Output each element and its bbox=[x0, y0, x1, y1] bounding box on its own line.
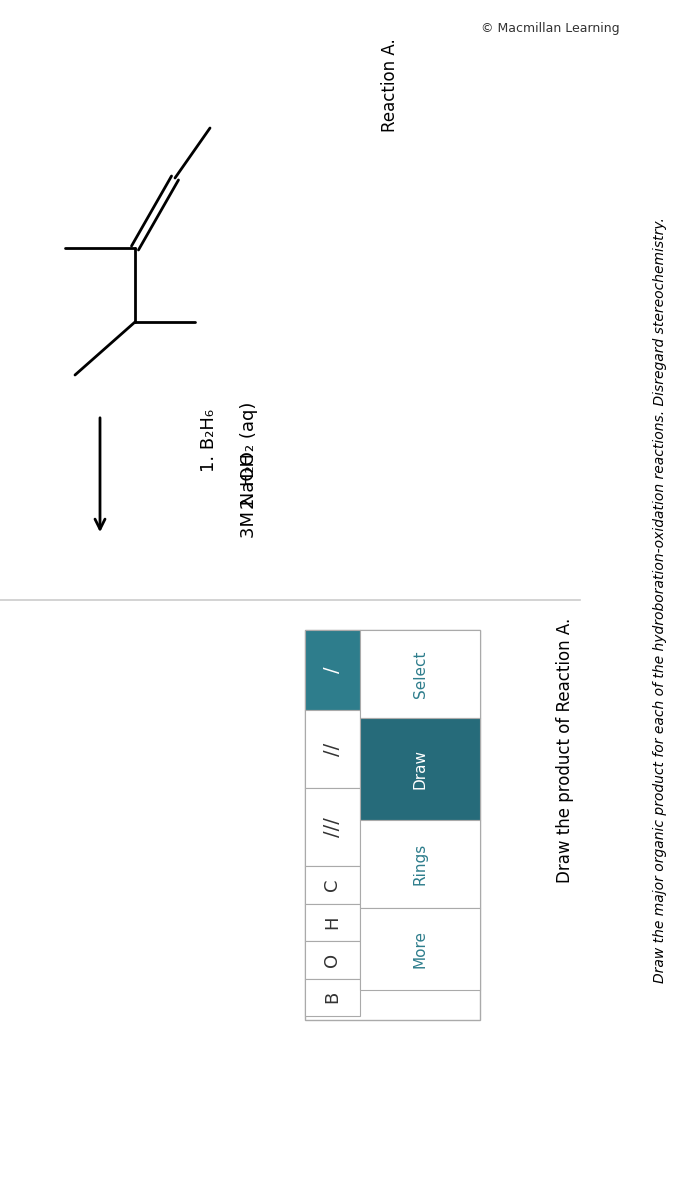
Bar bbox=[360, 718, 480, 820]
Bar bbox=[360, 630, 480, 718]
Text: Draw the product of Reaction A.: Draw the product of Reaction A. bbox=[556, 617, 574, 883]
Text: Draw: Draw bbox=[412, 749, 427, 790]
Text: Select: Select bbox=[412, 650, 427, 697]
Text: //: // bbox=[323, 743, 342, 756]
Bar bbox=[305, 630, 480, 1020]
Bar bbox=[360, 908, 480, 990]
Bar bbox=[305, 941, 360, 978]
Text: 3M NaOH: 3M NaOH bbox=[240, 452, 258, 538]
Text: 1. B₂H₆: 1. B₂H₆ bbox=[200, 408, 218, 472]
Bar bbox=[305, 866, 360, 904]
Text: ///: /// bbox=[323, 817, 342, 836]
Text: H: H bbox=[323, 916, 341, 929]
Text: O: O bbox=[323, 953, 341, 967]
Text: 2. H₂O₂ (aq): 2. H₂O₂ (aq) bbox=[240, 401, 258, 509]
Bar bbox=[305, 978, 360, 1016]
Text: /: / bbox=[323, 667, 342, 673]
Text: C: C bbox=[323, 878, 341, 890]
Bar bbox=[305, 904, 360, 941]
Text: Rings: Rings bbox=[412, 842, 427, 886]
Text: © Macmillan Learning: © Macmillan Learning bbox=[481, 22, 620, 35]
Bar bbox=[360, 820, 480, 908]
Text: B: B bbox=[323, 991, 341, 1003]
Text: Reaction A.: Reaction A. bbox=[381, 38, 399, 132]
Text: Draw the major organic product for each of the hydroboration-oxidation reactions: Draw the major organic product for each … bbox=[653, 217, 667, 983]
Bar bbox=[305, 788, 360, 866]
Bar bbox=[305, 710, 360, 788]
Text: More: More bbox=[412, 930, 427, 968]
Bar bbox=[305, 630, 360, 710]
